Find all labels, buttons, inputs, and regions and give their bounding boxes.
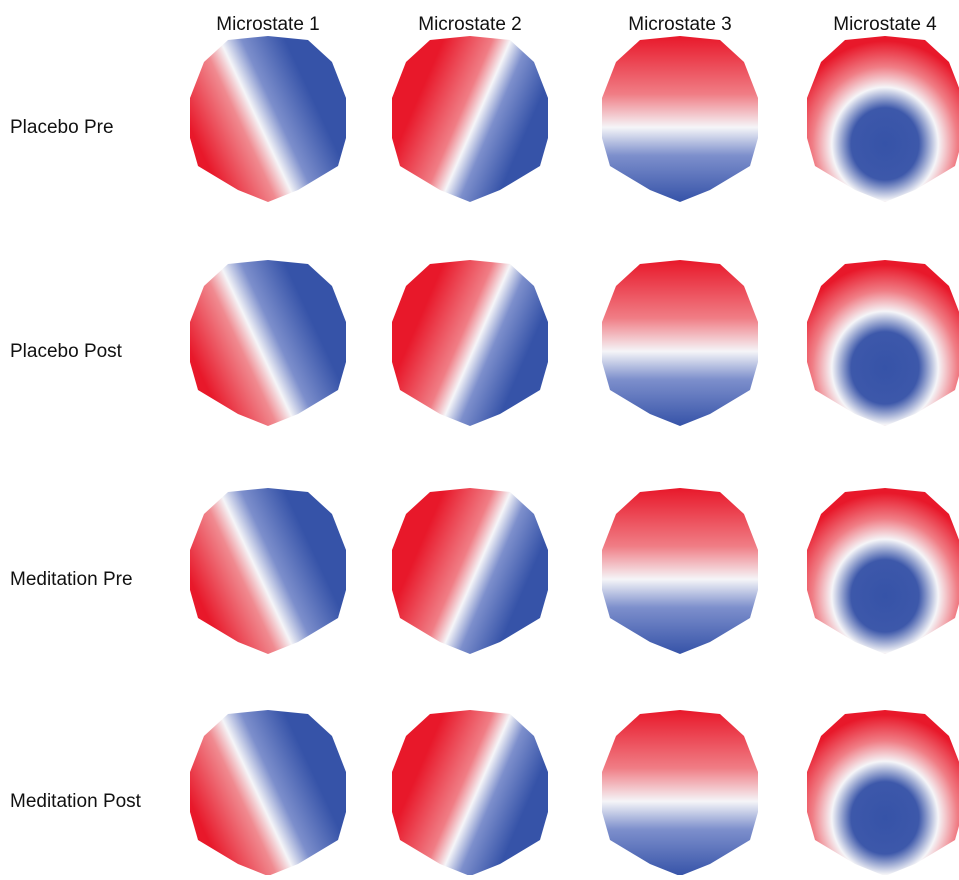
topography-map <box>392 260 548 426</box>
column-header: Microstate 1 <box>216 14 319 35</box>
topography-map <box>190 488 346 654</box>
topography-map <box>807 488 959 654</box>
row-label: Meditation Pre <box>10 569 133 590</box>
column-header: Microstate 3 <box>628 14 731 35</box>
topography-map <box>602 260 758 426</box>
topography-map <box>602 488 758 654</box>
row-label: Placebo Pre <box>10 117 114 138</box>
row-label: Placebo Post <box>10 341 123 362</box>
topography-map <box>392 36 548 202</box>
topography-map <box>602 36 758 202</box>
column-header: Microstate 4 <box>833 14 937 35</box>
topography-map <box>807 36 959 202</box>
topography-map <box>190 260 346 426</box>
topography-map <box>602 710 758 876</box>
topography-map <box>807 260 959 426</box>
row-label: Meditation Post <box>10 791 142 812</box>
topography-map <box>190 710 346 876</box>
column-header: Microstate 2 <box>418 14 521 35</box>
topography-map <box>392 488 548 654</box>
topography-map <box>392 710 548 876</box>
topography-map <box>807 710 959 876</box>
topography-map <box>190 36 346 202</box>
